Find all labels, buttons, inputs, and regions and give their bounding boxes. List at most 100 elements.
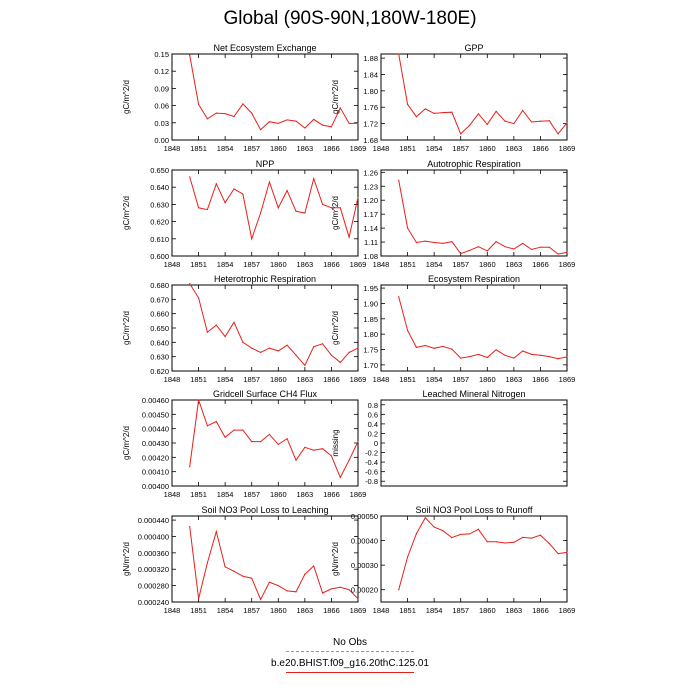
y-tick-label: 0.000360 [138,549,169,558]
y-tick-label: 1.26 [363,168,378,177]
x-tick-label: 1857 [452,144,469,153]
x-tick-label: 1851 [190,375,207,384]
y-axis-label: gN/m^2/d [331,542,340,576]
x-tick-label: 1866 [323,490,340,499]
data-point [424,517,426,519]
y-tick-label: 1.11 [364,238,378,247]
y-tick-label: 0.640 [150,338,169,347]
data-point [189,54,191,56]
x-tick-label: 1860 [479,260,496,269]
data-point [189,282,191,285]
data-point [268,181,271,183]
data-point [348,351,350,353]
x-tick-label: 1848 [164,260,181,269]
data-point [286,190,288,192]
data-point [504,354,506,356]
series-line [189,283,359,367]
x-tick-label: 1854 [217,260,234,269]
data-point [251,440,253,443]
series-line [398,53,568,135]
x-tick-label: 1866 [532,375,549,384]
data-point [268,433,271,435]
data-point [406,329,409,332]
data-point [215,530,217,533]
data-point [233,115,235,118]
data-point [504,542,506,544]
data-point [206,562,209,564]
x-tick-label: 1863 [297,144,314,153]
x-tick-label: 1857 [452,606,469,615]
data-point [348,122,350,124]
y-tick-label: 0.00 [154,136,169,145]
plot-frame [380,284,568,372]
x-tick-label: 1854 [217,490,234,499]
data-point [451,111,453,113]
data-point [339,107,341,109]
data-point [251,347,253,349]
data-point [539,534,542,536]
x-tick-label: 1857 [243,375,260,384]
x-tick-label: 1860 [479,606,496,615]
data-point [304,446,306,448]
plot-frame [171,169,359,257]
x-tick-label: 1863 [506,144,523,153]
data-point [424,344,426,347]
data-point [233,321,235,323]
data-point [398,179,400,181]
y-tick-label: 1.23 [363,182,378,191]
x-tick-label: 1854 [217,375,234,384]
data-point [295,459,297,461]
x-tick-label: 1866 [323,606,340,615]
chart-panel-heterotrophic-respiration: Heterotrophic Respiration 0.620 0.630 0.640… [122,274,366,384]
data-point [495,240,497,243]
x-tick-label: 1863 [506,375,523,384]
x-tick-label: 1854 [217,144,234,153]
x-tick-label: 1854 [426,144,443,153]
data-point [566,356,568,358]
data-point [206,118,209,120]
data-point [321,592,324,594]
data-point [224,336,226,338]
data-point [486,356,488,359]
y-tick-label: 0.4 [368,420,378,429]
y-tick-label: 0.640 [150,183,169,192]
data-point [233,429,235,431]
data-point [357,598,359,600]
data-point [277,443,279,446]
x-tick-label: 1860 [270,260,287,269]
data-point [277,122,279,124]
y-tick-label: 1.90 [363,299,378,308]
y-axis-label: gC/m^2/d [331,196,340,230]
data-point [406,227,409,229]
y-tick-label: 0.2 [368,429,378,438]
y-tick-label: 0.15 [154,50,169,59]
y-tick-label: 0.680 [150,281,169,290]
data-point [424,108,426,110]
data-point [451,240,453,243]
y-tick-label: 1.95 [363,284,378,293]
data-point [357,122,359,124]
data-point [206,208,209,211]
x-tick-label: 1848 [164,144,181,153]
data-point [286,438,288,440]
data-point [442,242,444,245]
y-tick-label: 0.00040 [351,537,378,546]
x-tick-label: 1863 [297,606,314,615]
y-tick-label: 0.00440 [142,425,169,434]
x-tick-label: 1866 [532,144,549,153]
data-point [295,210,297,212]
y-axis-label: gC/m^2/d [122,80,131,114]
x-tick-label: 1854 [426,260,443,269]
data-point [477,353,480,356]
chart-panel-gridcell-surface-ch4-flux: Gridcell Surface CH4 Flux 0.00400 0.00410 0… [122,389,366,499]
data-point [224,202,226,204]
data-point [539,246,542,248]
data-point [233,188,235,190]
data-point [189,466,191,468]
data-point [504,246,506,248]
y-tick-label: 0.610 [150,235,169,244]
chart-title: Autotrophic Respiration [427,159,521,169]
data-point [433,112,435,114]
data-point [486,250,488,252]
data-point [339,207,341,209]
